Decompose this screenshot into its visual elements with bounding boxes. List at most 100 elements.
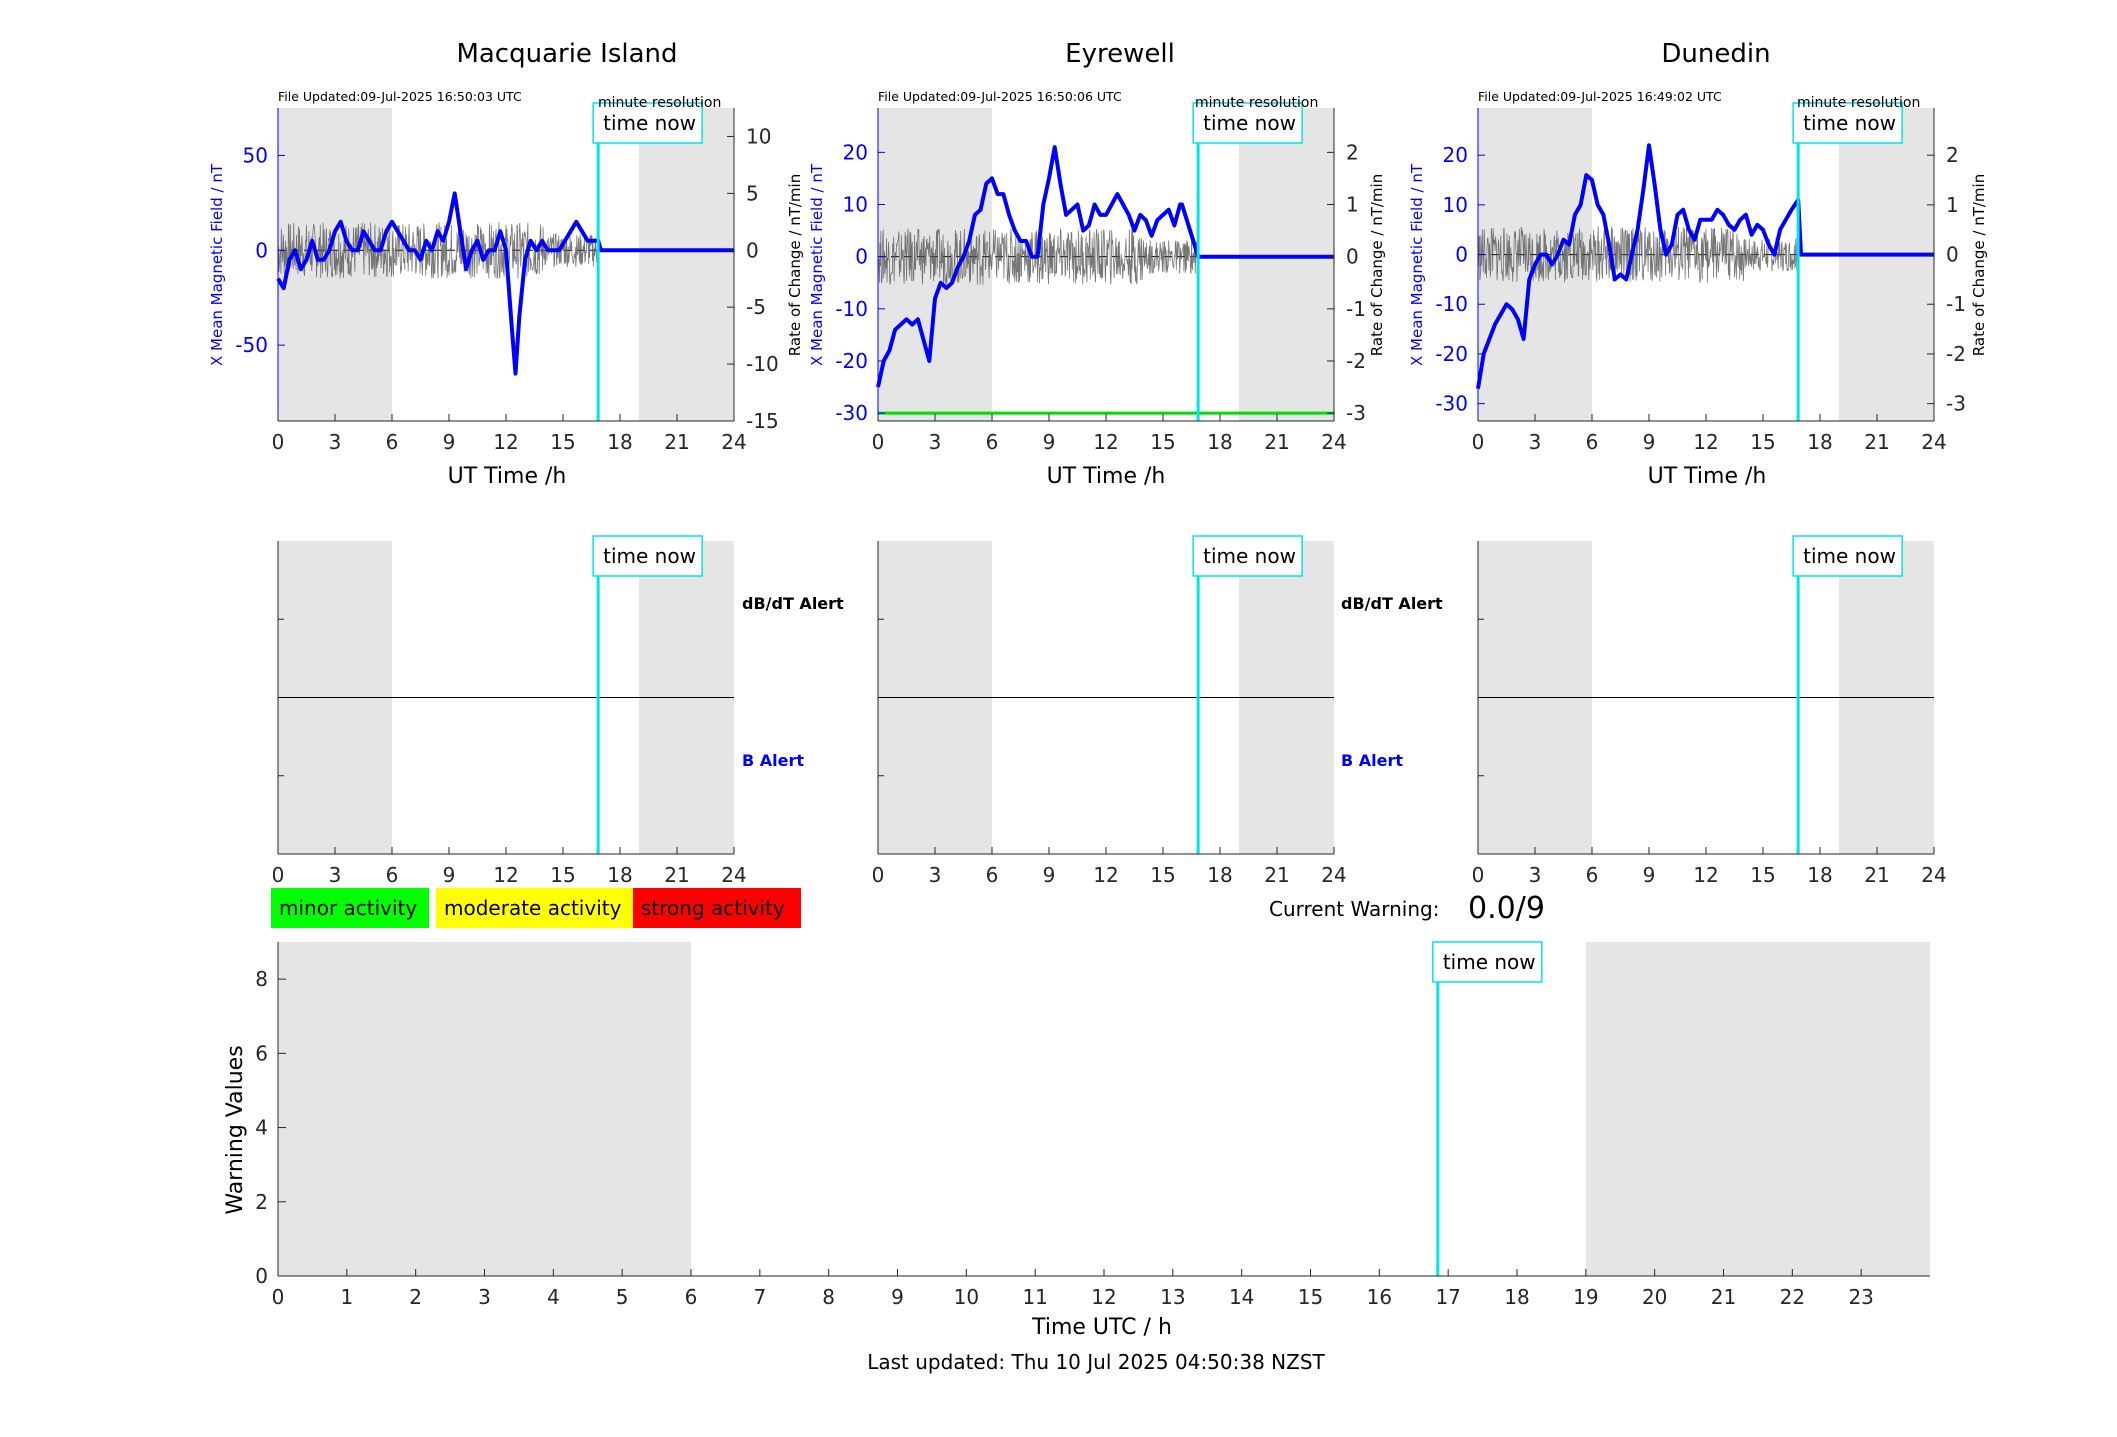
current-warning-label: Current Warning: — [1269, 897, 1439, 921]
panel-dunedin-ytick-left-label: 0 — [1455, 243, 1468, 267]
current-warning-value: 0.0/9 — [1468, 891, 1545, 926]
alert-panel-1-xtick-label: 21 — [664, 863, 689, 887]
legend-strong-label: strong activity — [641, 896, 785, 920]
panel-macquarie-ytick-right-label: 5 — [746, 181, 759, 205]
panel-macquarie-xtick-label: 24 — [721, 430, 746, 454]
bottom-xlabel: Time UTC / h — [1031, 1315, 1172, 1340]
legend: minor activity moderate activity strong … — [271, 888, 801, 928]
alert-panel-3-time-now-box — [1792, 535, 1903, 577]
panel-dunedin-ytick-right-label: -3 — [1946, 392, 1966, 416]
warning-chart-xtick-label: 19 — [1573, 1285, 1598, 1309]
panel-macquarie-field-series — [276, 191, 734, 376]
warning-chart-night-1 — [1585, 942, 1930, 1276]
file-updated-dunedin: File Updated:09-Jul-2025 16:49:02 UTC — [1478, 89, 1722, 104]
dbdt-alert-label-2: dB/dT Alert — [1341, 594, 1443, 613]
alert-panel-2-xtick-label: 6 — [986, 863, 999, 887]
warning-chart-xtick-label: 3 — [478, 1285, 491, 1309]
warning-chart-xtick-label: 7 — [753, 1285, 766, 1309]
b-alert-label-2: B Alert — [1341, 751, 1403, 770]
ylabel-left-macquarie: X Mean Magnetic Field / nT — [208, 163, 226, 366]
alert-panel-3-xtick-label: 0 — [1472, 863, 1485, 887]
title-eyrewell: Eyrewell — [1065, 39, 1175, 69]
warning-chart-xtick-label: 21 — [1711, 1285, 1736, 1309]
warning-chart-xtick-label: 13 — [1160, 1285, 1185, 1309]
warning-chart-xtick-label: 8 — [822, 1285, 835, 1309]
panel-eyrewell-xtick-label: 18 — [1207, 430, 1232, 454]
panel-eyrewell-ytick-left-label: 10 — [843, 193, 868, 217]
panel-dunedin-xtick-label: 3 — [1529, 430, 1542, 454]
panel-macquarie-time-now-label: time now — [603, 111, 696, 135]
warning-chart-night-0 — [278, 942, 691, 1276]
alert-panel-1-time-now-label: time now — [603, 544, 696, 568]
warning-chart-xtick-label: 12 — [1091, 1285, 1116, 1309]
panel-macquarie-xtick-label: 6 — [386, 430, 399, 454]
panel-macquarie-ytick-right-label: 10 — [746, 124, 771, 148]
panel-eyrewell-ytick-right-label: 1 — [1346, 193, 1359, 217]
title-dunedin: Dunedin — [1661, 39, 1770, 69]
alert-panel-1-xtick-label: 15 — [550, 863, 575, 887]
alert-panel-1-xtick-label: 24 — [721, 863, 746, 887]
alert-panel-2-xtick-label: 9 — [1043, 863, 1056, 887]
panel-macquarie-ytick-left-label: 0 — [255, 238, 268, 262]
bottom-ylabel: Warning Values — [223, 1045, 248, 1214]
panel-macquarie-ytick-right-label: -10 — [746, 352, 779, 376]
panel-eyrewell-xtick-label: 0 — [872, 430, 885, 454]
panel-dunedin-ytick-left-label: -10 — [1435, 292, 1468, 316]
panel-eyrewell-ytick-right-label: -2 — [1346, 349, 1366, 373]
warning-chart-time-now-box — [1432, 941, 1543, 983]
panel-dunedin-xtick-label: 18 — [1807, 430, 1832, 454]
panel-eyrewell-ytick-right-label: 0 — [1346, 245, 1359, 269]
panel-eyrewell-ytick-right-label: -3 — [1346, 401, 1366, 425]
panel-macquarie-ytick-right-label: 0 — [746, 238, 759, 262]
alert-panel-1-xtick-label: 12 — [493, 863, 518, 887]
warning-chart-xtick-label: 2 — [409, 1285, 422, 1309]
panel-macquarie-xtick-label: 9 — [443, 430, 456, 454]
panel-macquarie-ytick-right-label: -15 — [746, 409, 779, 433]
warning-chart-xtick-label: 17 — [1435, 1285, 1460, 1309]
warning-chart-ytick-label: 6 — [255, 1041, 268, 1065]
ylabel-left-dunedin: X Mean Magnetic Field / nT — [1408, 163, 1426, 366]
panel-dunedin-ytick-left-label: -30 — [1435, 392, 1468, 416]
panel-macquarie-time-now-box — [592, 102, 703, 144]
alert-panel-3-xtick-label: 21 — [1864, 863, 1889, 887]
alert-panel-3-xtick-label: 6 — [1586, 863, 1599, 887]
warning-chart-xtick-label: 6 — [685, 1285, 698, 1309]
panel-eyrewell-ytick-left-label: 0 — [855, 245, 868, 269]
warning-chart-xtick-label: 14 — [1229, 1285, 1254, 1309]
panel-eyrewell-xtick-label: 9 — [1043, 430, 1056, 454]
panel-dunedin-ytick-right-label: -2 — [1946, 342, 1966, 366]
warning-chart-xtick-label: 0 — [272, 1285, 285, 1309]
ylabel-right-eyrewell: Rate of Change / nT/min — [786, 174, 804, 356]
panel-eyrewell-ytick-right-label: 2 — [1346, 140, 1359, 164]
panel-eyrewell-xtick-label: 3 — [929, 430, 942, 454]
xlabel-macquarie: UT Time /h — [448, 464, 567, 489]
panel-eyrewell-field-series — [876, 145, 1334, 388]
panel-dunedin-ytick-left-label: 10 — [1443, 193, 1468, 217]
warning-chart-xtick-label: 20 — [1642, 1285, 1667, 1309]
panel-eyrewell-night-1 — [1239, 108, 1334, 421]
warning-chart-xtick-label: 9 — [891, 1285, 904, 1309]
panel-macquarie-night-1 — [639, 108, 734, 421]
alert-panel-1-xtick-label: 6 — [386, 863, 399, 887]
panel-dunedin-time-now-label: time now — [1803, 111, 1896, 135]
ylabel-right-dunedin-2: Rate of Change / nT/min — [1970, 174, 1988, 356]
panel-eyrewell-time-now-box — [1192, 102, 1303, 144]
warning-chart-xtick-label: 15 — [1298, 1285, 1323, 1309]
alert-panel-3-xtick-label: 24 — [1921, 863, 1946, 887]
alert-panel-2-xtick-label: 21 — [1264, 863, 1289, 887]
warning-chart-xtick-label: 4 — [547, 1285, 560, 1309]
panel-eyrewell-ytick-left-label: -30 — [835, 401, 868, 425]
panel-dunedin-ytick-left-label: -20 — [1435, 342, 1468, 366]
panel-eyrewell-ytick-left-label: -20 — [835, 349, 868, 373]
legend-moderate-swatch — [436, 888, 633, 928]
dbdt-alert-label-1: dB/dT Alert — [742, 594, 844, 613]
legend-strong-swatch — [633, 888, 801, 928]
panel-macquarie-xtick-label: 18 — [607, 430, 632, 454]
warning-chart-time-now-label: time now — [1443, 950, 1536, 974]
alert-panel-1-time-now-box — [592, 535, 703, 577]
panel-dunedin-xtick-label: 6 — [1586, 430, 1599, 454]
panel-macquarie-ytick-left-label: -50 — [235, 333, 268, 357]
b-alert-label-1: B Alert — [742, 751, 804, 770]
warning-chart-xtick-label: 11 — [1022, 1285, 1047, 1309]
legend-moderate-label: moderate activity — [444, 896, 622, 920]
